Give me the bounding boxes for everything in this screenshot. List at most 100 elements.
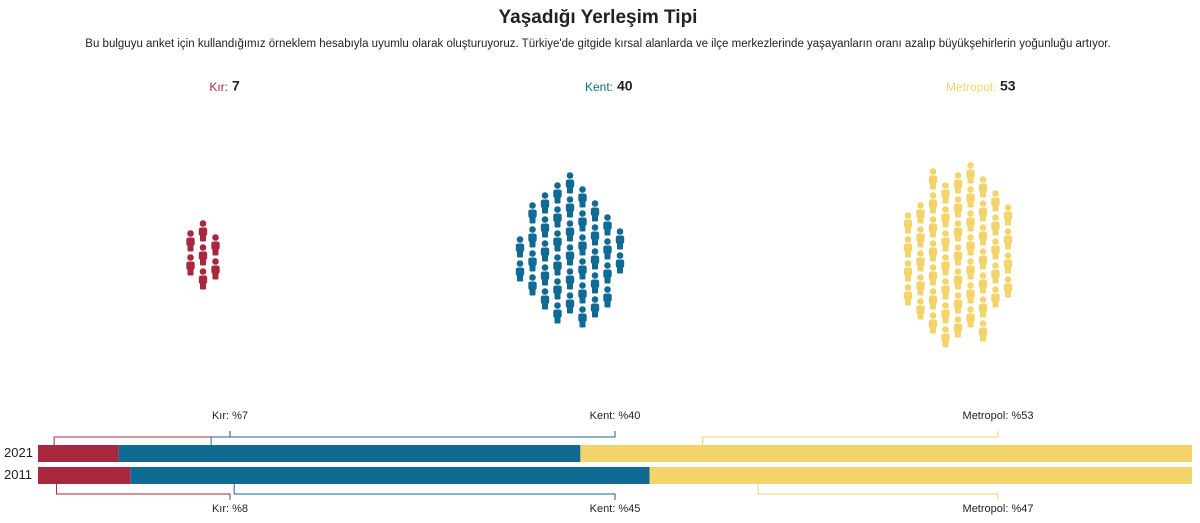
icon-body: [553, 189, 562, 198]
person-icon: [941, 230, 950, 252]
icon-head: [929, 192, 937, 199]
icon-body: [916, 305, 925, 314]
icon-legs: [212, 248, 219, 256]
icon-body: [966, 265, 975, 274]
icon-body: [928, 271, 938, 280]
icon-head: [579, 282, 586, 289]
icon-legs: [579, 320, 586, 328]
person-icon: [978, 224, 988, 246]
icon-head: [942, 326, 949, 333]
person-icon: [578, 186, 587, 208]
icon-body: [553, 285, 562, 294]
icon-head: [566, 244, 574, 251]
person-icon: [540, 240, 550, 262]
icon-legs: [955, 282, 961, 290]
value-label: Metropol: %47: [963, 503, 1034, 515]
icon-legs: [200, 282, 206, 290]
icon-body: [540, 271, 550, 280]
icon-head: [566, 220, 574, 227]
person-icon: [540, 288, 550, 310]
person-icon: [528, 274, 537, 296]
bar-segment: [580, 445, 1192, 462]
icon-legs: [592, 286, 598, 294]
icon-legs: [517, 274, 523, 282]
person-icon: [941, 254, 950, 276]
icon-head: [967, 210, 974, 217]
icon-head: [541, 240, 549, 247]
icon-body: [211, 265, 220, 274]
person-icon: [903, 260, 913, 282]
person-icon: [198, 244, 208, 266]
icon-body: [186, 237, 195, 246]
icon-head: [992, 190, 999, 197]
person-icon: [941, 278, 950, 300]
icon-head: [904, 260, 912, 267]
icon-legs: [1005, 242, 1011, 250]
icon-legs: [1005, 266, 1011, 274]
person-icon: [991, 286, 1000, 308]
icon-legs: [955, 186, 961, 194]
icon-head: [929, 264, 937, 271]
icon-body: [553, 309, 562, 318]
person-icon: [553, 278, 562, 300]
person-icon: [211, 234, 220, 256]
icon-legs: [187, 244, 194, 252]
icon-legs: [567, 210, 573, 218]
icon-body: [978, 303, 988, 312]
icon-legs: [955, 234, 961, 242]
icon-legs: [917, 288, 924, 296]
icon-legs: [942, 268, 949, 276]
icon-legs: [592, 214, 598, 222]
icon-legs: [617, 242, 623, 250]
icon-head: [979, 224, 987, 231]
icon-body: [991, 221, 1000, 230]
icon-body: [941, 189, 950, 198]
icon-head: [954, 292, 962, 299]
icon-legs: [980, 286, 986, 294]
icon-legs: [955, 210, 961, 218]
icon-legs: [592, 262, 598, 270]
leader-line: [53, 431, 231, 445]
person-icon: [578, 282, 587, 304]
leader-line: [702, 431, 999, 445]
person-icon: [211, 258, 220, 280]
icon-head: [917, 250, 924, 257]
icon-legs: [930, 182, 936, 190]
icon-legs: [1005, 218, 1011, 226]
icon-head: [529, 202, 536, 209]
icon-body: [941, 237, 950, 246]
bar-segment: [649, 467, 1192, 484]
icon-legs: [967, 200, 974, 208]
icon-head: [954, 172, 962, 179]
icon-cluster: [515, 172, 625, 328]
group-value: 7: [232, 78, 240, 94]
icon-body: [540, 247, 550, 256]
person-icon: [903, 212, 913, 234]
icon-legs: [212, 272, 219, 280]
leader-line: [757, 484, 999, 500]
icon-body: [540, 295, 550, 304]
icon-body: [953, 251, 963, 260]
icon-body: [540, 199, 550, 208]
icon-body: [966, 241, 975, 250]
person-icon: [916, 274, 925, 296]
icon-head: [1004, 228, 1012, 235]
icon-legs: [917, 240, 924, 248]
icon-body: [903, 243, 913, 252]
icon-body: [953, 227, 963, 236]
person-icon: [553, 206, 562, 228]
icon-head: [554, 302, 561, 309]
icon-legs: [579, 224, 586, 232]
icon-head: [566, 268, 574, 275]
icon-head: [917, 202, 924, 209]
y-tick-label: 2021: [4, 445, 33, 460]
person-icon: [515, 236, 525, 258]
person-icon: [528, 202, 537, 224]
icon-body: [590, 279, 600, 288]
person-icon: [186, 254, 195, 276]
icon-head: [992, 214, 999, 221]
icon-legs: [980, 310, 986, 318]
person-icon: [966, 234, 975, 256]
icon-legs: [967, 320, 974, 328]
person-icon: [553, 302, 562, 324]
